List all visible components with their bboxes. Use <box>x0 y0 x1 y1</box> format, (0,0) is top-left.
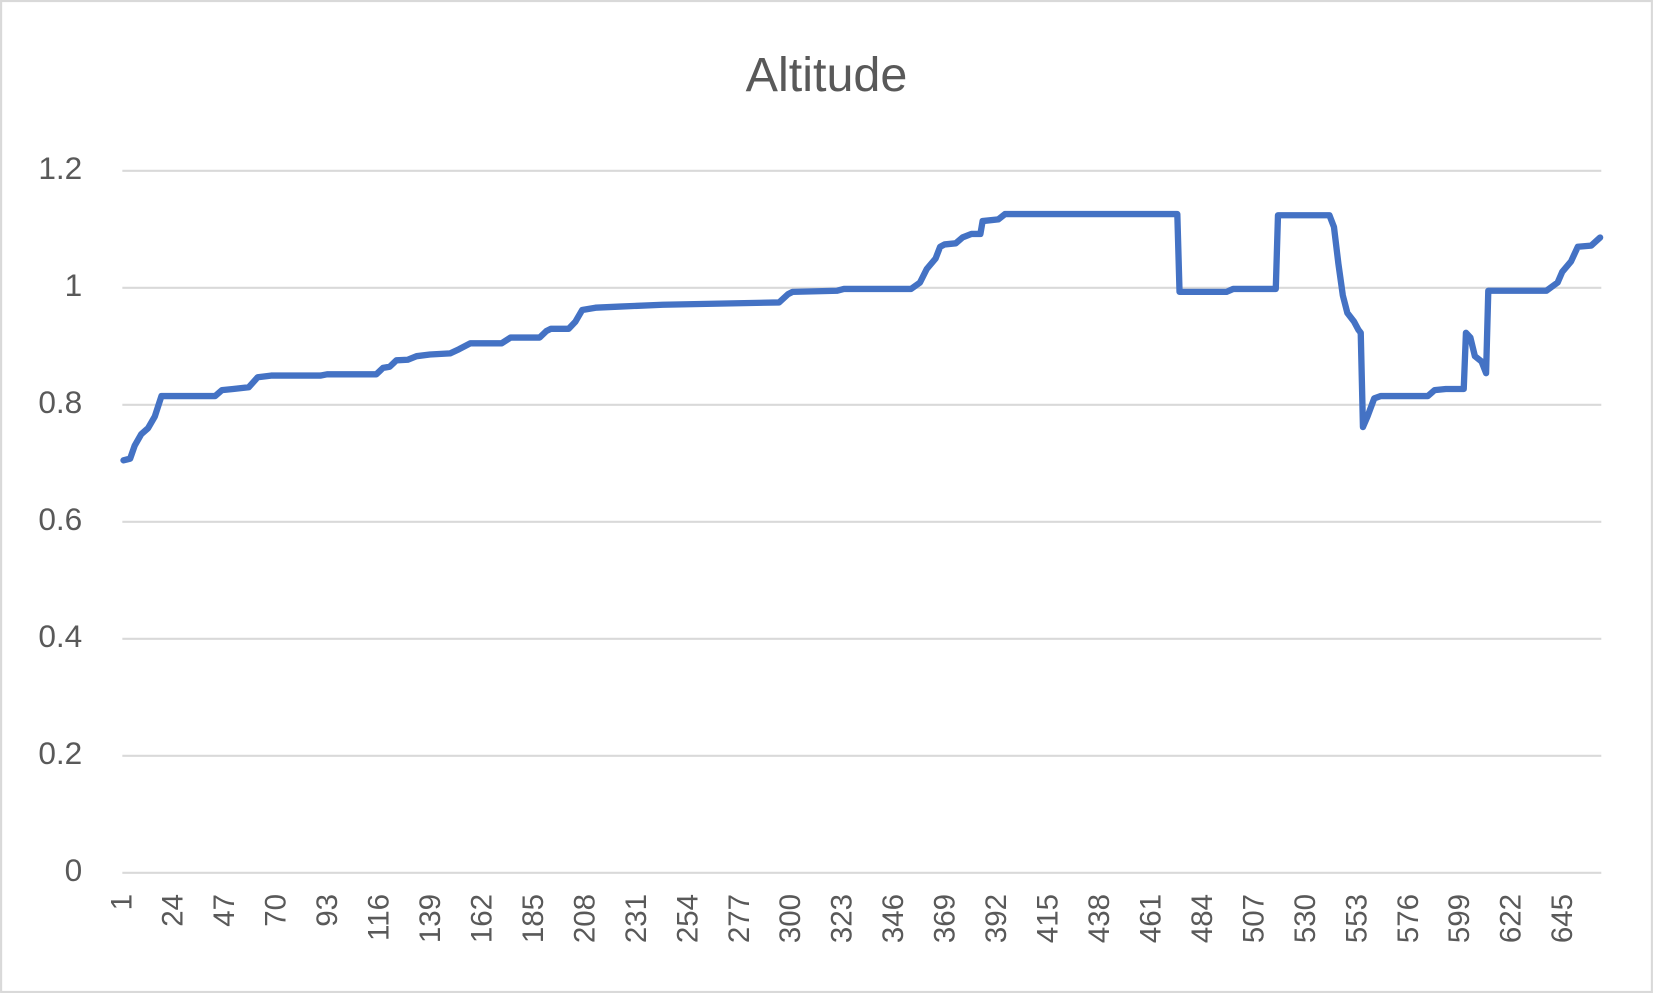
x-tick-label: 369 <box>929 894 962 943</box>
y-tick-label: 1.2 <box>38 150 82 186</box>
x-tick-label: 277 <box>723 894 756 943</box>
x-tick-label: 323 <box>826 894 859 943</box>
x-tick-label: 599 <box>1443 894 1476 943</box>
x-tick-label: 622 <box>1495 894 1528 943</box>
x-tick-label: 116 <box>363 894 396 941</box>
x-tick-label: 47 <box>208 894 241 927</box>
y-tick-label: 1 <box>65 267 83 303</box>
x-tick-label: 576 <box>1392 894 1425 943</box>
data-line <box>120 210 1604 464</box>
x-tick-label: 24 <box>157 894 190 927</box>
x-tick-label: 461 <box>1134 894 1167 943</box>
x-tick-label: 208 <box>568 894 601 943</box>
x-tick-label: 93 <box>311 894 344 927</box>
x-tick-label: 438 <box>1083 894 1116 943</box>
x-tick-label: 300 <box>774 894 807 943</box>
y-tick-label: 0.2 <box>38 735 82 771</box>
x-tick-label: 162 <box>465 894 498 943</box>
x-tick-label: 645 <box>1546 894 1579 943</box>
x-tick-label: 530 <box>1289 894 1322 943</box>
x-tick-label: 1 <box>105 894 138 910</box>
y-tick-label: 0 <box>65 852 83 888</box>
chart-title: Altitude <box>746 48 908 102</box>
x-tick-label: 507 <box>1237 894 1270 943</box>
x-tick-label: 392 <box>980 894 1013 943</box>
y-tick-label: 0.4 <box>38 618 82 654</box>
x-tick-label: 254 <box>671 894 704 943</box>
y-tick-label: 0.6 <box>38 501 82 537</box>
x-tick-label: 553 <box>1340 894 1373 943</box>
x-tick-label: 415 <box>1032 894 1065 943</box>
x-tick-label: 70 <box>260 894 293 927</box>
x-tick-label: 185 <box>517 894 550 943</box>
x-tick-label: 231 <box>620 894 653 943</box>
x-tick-label: 484 <box>1186 894 1219 943</box>
y-tick-label: 0.8 <box>38 384 82 420</box>
x-tick-label: 139 <box>414 894 447 943</box>
x-tick-label: 346 <box>877 894 910 943</box>
